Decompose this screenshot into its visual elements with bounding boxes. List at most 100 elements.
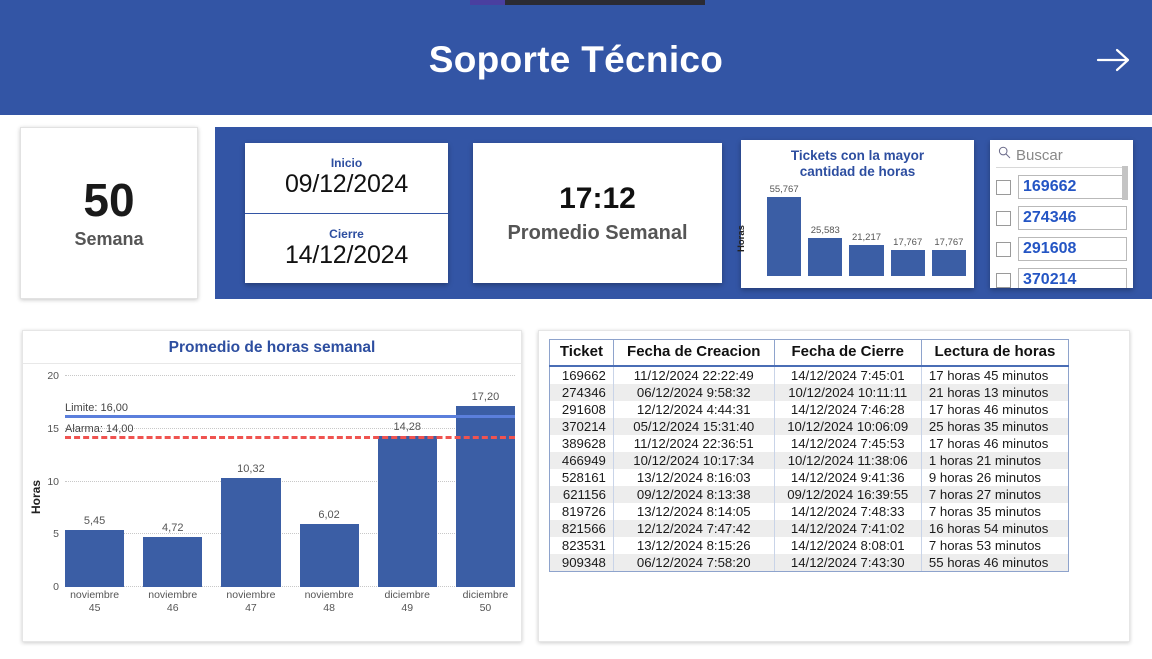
table-header-row: Ticket Fecha de Creacion Fecha de Cierre Le… [549,339,1070,367]
mini-chart-bar[interactable] [931,250,967,277]
chart-bar[interactable] [221,478,281,587]
table-cell: 9 horas 26 minutos [921,469,1070,486]
slicer-item[interactable]: 169662 [996,175,1127,199]
table-row[interactable]: 821566 12/12/2024 7:47:42 14/12/2024 7:41:… [549,520,1070,537]
table-column-header[interactable]: Ticket [549,339,614,367]
slicer-checkbox[interactable] [996,241,1011,257]
mini-chart-bar[interactable] [849,244,884,277]
table-row[interactable]: 819726 13/12/2024 8:14:05 14/12/2024 7:48:… [549,503,1070,520]
table-cell: 819726 [549,503,614,520]
mini-chart-plot: Horas 55,767 25,583 21,217 17,767 17,767 [736,184,968,277]
chart-bar-group[interactable]: 6,02 [299,376,359,587]
average-value: 17:12 [559,181,636,215]
chart-gridline [65,480,515,482]
mini-chart-bar[interactable] [808,238,843,277]
table-row[interactable]: 169662 11/12/2024 22:22:49 14/12/2024 7:45… [549,366,1070,384]
kpi-week-label: Semana [74,228,144,249]
mini-chart-bar-value: 21,217 [851,231,882,243]
table-cell: 370214 [549,418,614,435]
table-column-header[interactable]: Fecha de Cierre [774,339,922,367]
tickets-table: Ticket Fecha de Creacion Fecha de Cierre Le… [549,339,1070,572]
slicer-item[interactable]: 291608 [996,237,1127,261]
chart-y-tick-label: 20 [47,370,59,382]
table-row[interactable]: 466949 10/12/2024 10:17:34 10/12/2024 11:3… [549,452,1070,469]
chart-bar-value: 4,72 [162,522,184,535]
chart-bar-group[interactable]: 5,45 [65,376,125,587]
slicer-item-value[interactable]: 370214 [1018,268,1127,288]
arrow-right-icon[interactable] [1094,40,1134,80]
mini-chart-bar-value: 17,767 [893,237,923,249]
slicer-checkbox[interactable] [996,272,1011,288]
table-row[interactable]: 621156 09/12/2024 8:13:38 09/12/2024 16:39… [549,486,1070,503]
ticket-slicer[interactable]: Buscar 169662 274346 291608 370214 [990,140,1133,288]
table-cell: 389628 [549,435,614,452]
chart-bar[interactable] [143,537,203,587]
table-cell: 14/12/2024 7:41:02 [774,520,922,537]
mini-chart-bar-group[interactable]: 55,767 [767,184,802,277]
table-cell: 14/12/2024 7:45:53 [774,435,922,452]
page-title: Soporte Técnico [428,39,724,80]
table-row[interactable]: 909348 06/12/2024 7:58:20 14/12/2024 7:43:… [549,554,1070,572]
chart-x-label-line: 46 [166,602,179,615]
mini-chart-bar[interactable] [767,197,802,277]
table-cell: 13/12/2024 8:14:05 [613,503,775,520]
chart-bars: 5,45 4,72 10,32 6,02 14,28 17,20 [65,376,516,587]
average-label: Promedio Semanal [507,221,688,244]
mini-chart-bar-group[interactable]: 17,767 [931,184,967,277]
chart-x-label-line: 47 [245,602,257,615]
table-cell: 169662 [549,366,614,384]
chart-bar-group[interactable]: 17,20 [455,376,516,587]
chart-bar-group[interactable]: 4,72 [143,376,203,587]
chart-y-tick-label: 15 [47,422,59,435]
slicer-item[interactable]: 274346 [996,206,1127,230]
mini-chart-bar-group[interactable]: 21,217 [849,184,884,277]
table-row[interactable]: 389628 11/12/2024 22:36:51 14/12/2024 7:45… [549,435,1070,452]
chart-x-label: noviembre 48 [300,589,359,629]
table-row[interactable]: 823531 13/12/2024 8:15:26 14/12/2024 8:08:… [549,537,1070,554]
slicer-scrollbar[interactable] [1122,166,1128,200]
table-cell: 10/12/2024 10:11:11 [774,384,922,401]
table-cell: 12/12/2024 7:47:42 [613,520,775,537]
slicer-item[interactable]: 370214 [996,268,1127,288]
slicer-checkbox[interactable] [996,210,1011,226]
slicer-checkbox[interactable] [996,179,1011,195]
chart-bar-group[interactable]: 10,32 [221,376,281,587]
chart-y-tick-label: 10 [47,475,59,488]
chart-bar-group[interactable]: 14,28 [377,376,437,587]
slicer-item-value[interactable]: 274346 [1018,206,1127,230]
chart-y-tick-label: 5 [53,528,59,541]
slicer-item-list[interactable]: 169662 274346 291608 370214 [996,175,1127,288]
date-start-value: 09/12/2024 [284,170,409,199]
table-cell: 11/12/2024 22:36:51 [613,435,775,452]
mini-chart-card: Tickets con la mayor cantidad de horas H… [736,140,974,288]
table-column-header[interactable]: Lectura de horas [921,339,1070,367]
table-column-header[interactable]: Fecha de Creacion [613,339,775,367]
chart-bar[interactable] [455,405,516,587]
top-strip [0,0,1152,5]
table-cell: 14/12/2024 8:08:01 [774,537,922,554]
chart-bar[interactable] [299,523,359,587]
table-row[interactable]: 274346 06/12/2024 9:58:32 10/12/2024 10:11… [549,384,1070,401]
slicer-search-row[interactable]: Buscar [996,145,1127,168]
chart-bar[interactable] [377,436,437,587]
chart-y-tick-label: 0 [53,581,59,593]
kpi-card-average: 17:12 Promedio Semanal [473,143,722,283]
table-row[interactable]: 370214 05/12/2024 15:31:40 10/12/2024 10:0… [549,418,1070,435]
table-row[interactable]: 528161 13/12/2024 8:16:03 14/12/2024 9:41:… [549,469,1070,486]
slicer-item-value[interactable]: 291608 [1018,237,1127,261]
table-cell: 621156 [549,486,614,503]
mini-chart-bar-group[interactable]: 25,583 [808,184,843,277]
slicer-item-value[interactable]: 169662 [1018,175,1127,199]
chart-bar[interactable] [65,529,125,587]
table-cell: 274346 [549,384,614,401]
mini-chart-bar-group[interactable]: 17,767 [890,184,925,277]
table-cell: 12/12/2024 4:44:31 [613,401,775,418]
chart-x-label-line: noviembre [226,589,276,601]
mini-chart-bar[interactable] [890,250,925,277]
mini-chart-title: Tickets con la mayor cantidad de horas [747,148,968,180]
table-cell: 09/12/2024 8:13:38 [613,486,775,503]
chart-x-label-line: noviembre [70,589,120,601]
weekly-average-chart-title: Promedio de horas semanal [23,331,521,364]
table-row[interactable]: 291608 12/12/2024 4:44:31 14/12/2024 7:46:… [549,401,1070,418]
